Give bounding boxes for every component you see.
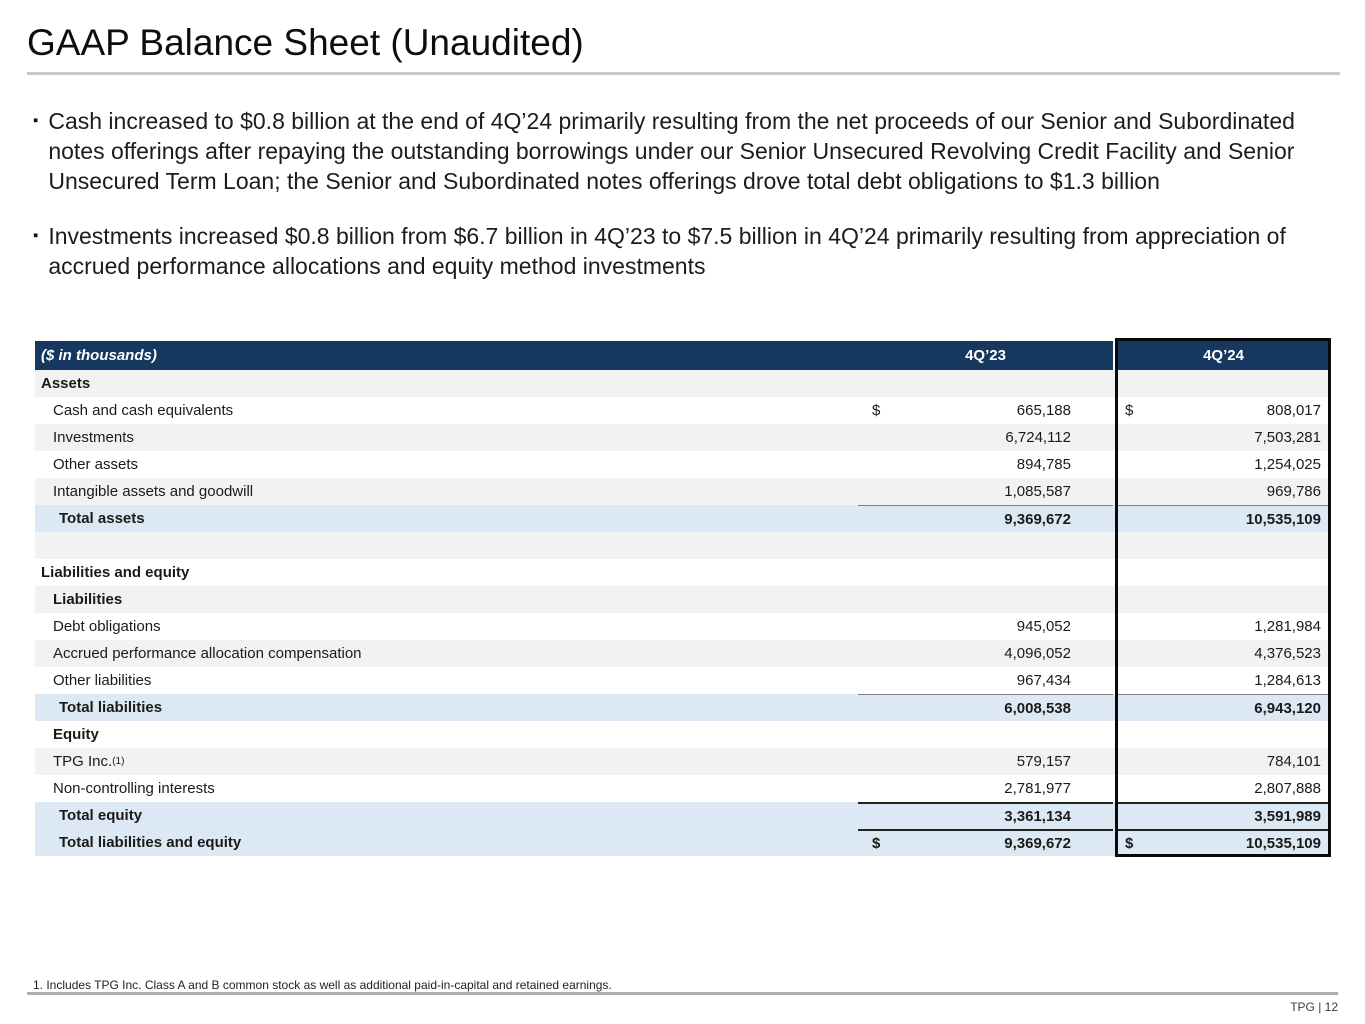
- value-4q23: 6,008,538: [858, 694, 1113, 721]
- table-row: Cash and cash equivalents $665,188 $808,01…: [35, 397, 1330, 424]
- value-4q24: 969,786: [1266, 483, 1321, 500]
- table-row: Liabilities and equity: [35, 559, 1330, 586]
- table-row: Total liabilities and equity $9,369,672 $1…: [35, 829, 1330, 856]
- row-label: Cash and cash equivalents: [53, 402, 234, 419]
- row-label: Total equity: [59, 807, 143, 824]
- row-label: Liabilities: [53, 591, 123, 608]
- row-label: TPG Inc. (1): [53, 753, 125, 770]
- page-title: GAAP Balance Sheet (Unaudited): [27, 22, 584, 63]
- row-label: Total liabilities and equity: [59, 834, 242, 851]
- value-4q24: 4,376,523: [1254, 645, 1321, 662]
- row-label: Investments: [53, 429, 134, 446]
- bullet-text: Cash increased to $0.8 billion at the en…: [48, 108, 1295, 194]
- dollar-sign: $: [872, 402, 881, 419]
- row-label: Liabilities and equity: [41, 564, 190, 581]
- value-4q23: $665,188: [858, 397, 1113, 424]
- table-row: Non-controlling interests 2,781,977 2,807,…: [35, 775, 1330, 802]
- amount: 10,535,109: [1245, 835, 1321, 852]
- value-4q23: 6,724,112: [1005, 429, 1071, 446]
- row-label: Accrued performance allocation compensat…: [53, 645, 362, 662]
- value-4q23: [858, 559, 1113, 586]
- table-row: Total assets 9,369,672 10,535,109: [35, 505, 1330, 532]
- row-label: Intangible assets and goodwill: [53, 483, 254, 500]
- table-row: Liabilities: [35, 586, 1330, 613]
- value-4q24: 3,591,989: [1117, 802, 1330, 829]
- table-row: Other liabilities 967,434 1,284,613: [35, 667, 1330, 694]
- value-4q24: [1117, 586, 1330, 613]
- footnote: 1. Includes TPG Inc. Class A and B commo…: [33, 978, 612, 992]
- value-4q24: 2,807,888: [1254, 780, 1321, 797]
- value-4q23: [858, 370, 1113, 397]
- row-label: Debt obligations: [53, 618, 161, 635]
- value-4q23: 4,096,052: [1004, 645, 1071, 662]
- value-4q24: 6,943,120: [1117, 694, 1330, 721]
- table-row: [35, 532, 1330, 559]
- value-4q23: 579,157: [1016, 753, 1071, 770]
- table-row: Debt obligations 945,052 1,281,984: [35, 613, 1330, 640]
- dollar-sign: $: [1125, 402, 1134, 419]
- table-row: Total equity 3,361,134 3,591,989: [35, 802, 1330, 829]
- amount: 808,017: [1266, 402, 1321, 419]
- value-4q24: $10,535,109: [1117, 829, 1330, 856]
- value-4q23: $9,369,672: [858, 829, 1113, 856]
- row-label: [35, 532, 858, 559]
- table-row: Intangible assets and goodwill 1,085,587 9…: [35, 478, 1330, 505]
- value-4q23: 3,361,134: [858, 802, 1113, 829]
- value-4q23: [858, 586, 1113, 613]
- row-label: Other assets: [53, 456, 139, 473]
- units-header: ($ in thousands): [35, 341, 858, 370]
- value-4q23: 894,785: [1016, 456, 1071, 473]
- value-4q24: 1,254,025: [1254, 456, 1321, 473]
- row-label: Assets: [41, 375, 91, 392]
- row-label: Total liabilities: [59, 699, 163, 716]
- table-row: Assets: [35, 370, 1330, 397]
- row-label: Other liabilities: [53, 672, 152, 689]
- footer-divider: [27, 992, 1338, 995]
- amount: 9,369,672: [1004, 835, 1071, 852]
- bullet-square-icon: ▪: [33, 227, 39, 244]
- value-4q23: 945,052: [1016, 618, 1071, 635]
- value-4q24: 784,101: [1266, 753, 1321, 770]
- value-4q23: [858, 532, 1113, 559]
- value-4q24: [1117, 721, 1330, 748]
- value-4q24: 1,281,984: [1254, 618, 1321, 635]
- column-header-4q24: 4Q’24: [1117, 341, 1330, 370]
- value-4q23: 2,781,977: [1004, 780, 1071, 797]
- table-row: TPG Inc. (1) 579,157 784,101: [35, 748, 1330, 775]
- value-4q23: 9,369,672: [858, 505, 1113, 532]
- bullet-list: ▪ Cash increased to $0.8 billion at the …: [33, 106, 1351, 306]
- value-4q24: $808,017: [1117, 397, 1330, 424]
- bullet-square-icon: ▪: [33, 112, 39, 129]
- value-4q23: 1,085,587: [1004, 483, 1071, 500]
- bullet-item: ▪ Investments increased $0.8 billion fro…: [33, 221, 1351, 281]
- value-4q23: 967,434: [1016, 672, 1071, 689]
- table-row: Other assets 894,785 1,254,025: [35, 451, 1330, 478]
- value-4q23: [858, 721, 1113, 748]
- table-row: Total liabilities 6,008,538 6,943,120: [35, 694, 1330, 721]
- dollar-sign: $: [872, 835, 881, 852]
- page-number: TPG | 12: [1290, 1000, 1338, 1014]
- table-header-row: ($ in thousands) 4Q’23 4Q’24: [35, 341, 1330, 370]
- column-header-4q23: 4Q’23: [858, 341, 1113, 370]
- value-4q24: 1,284,613: [1254, 672, 1321, 689]
- table-row: Accrued performance allocation compensat…: [35, 640, 1330, 667]
- value-4q24: [1117, 532, 1330, 559]
- value-4q24: 7,503,281: [1254, 429, 1321, 446]
- balance-sheet-table: ($ in thousands) 4Q’23 4Q’24 Assets Cash …: [35, 341, 1330, 856]
- row-label: Non-controlling interests: [53, 780, 215, 797]
- table-row: Equity: [35, 721, 1330, 748]
- value-4q24: 10,535,109: [1117, 505, 1330, 532]
- bullet-item: ▪ Cash increased to $0.8 billion at the …: [33, 106, 1351, 196]
- row-label: Total assets: [59, 510, 145, 527]
- title-divider: [27, 72, 1340, 75]
- dollar-sign: $: [1125, 835, 1134, 852]
- row-label: Equity: [53, 726, 99, 743]
- value-4q24: [1117, 370, 1330, 397]
- bullet-text: Investments increased $0.8 billion from …: [48, 223, 1286, 279]
- balance-table-body: Assets Cash and cash equivalents $665,188 $…: [35, 370, 1330, 856]
- amount: 665,188: [1016, 402, 1071, 419]
- table-row: Investments 6,724,112 7,503,281: [35, 424, 1330, 451]
- value-4q24: [1117, 559, 1330, 586]
